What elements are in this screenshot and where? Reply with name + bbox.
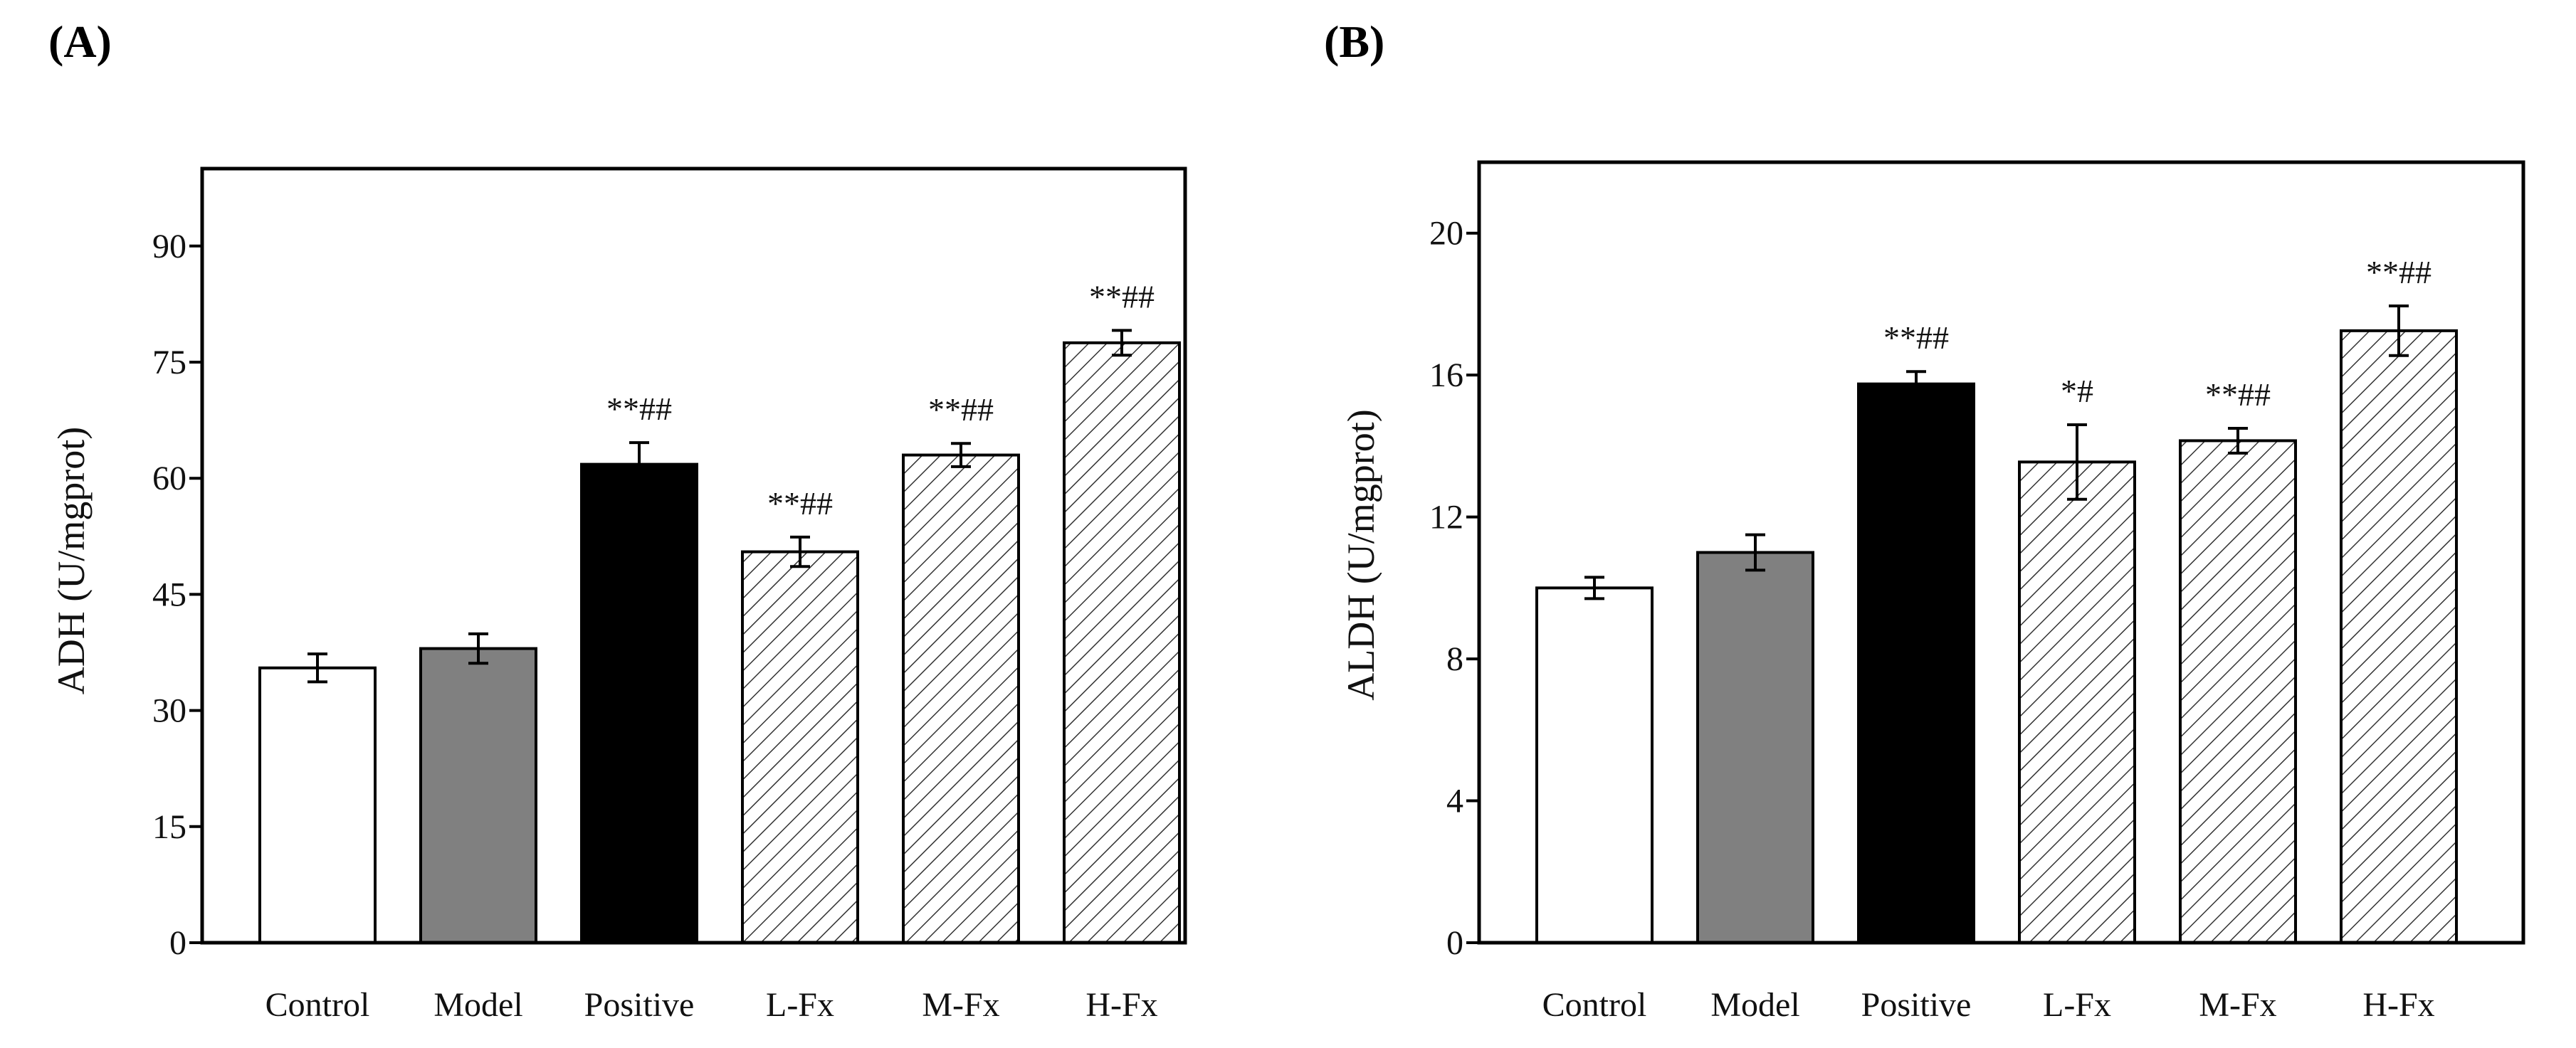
significance-a-h-fx: **##: [1089, 278, 1155, 314]
error-bar-a-positive: [629, 441, 649, 488]
annotations-a: **## **## **## **##: [606, 278, 1155, 521]
x-tick-label-b: H-Fx: [2362, 986, 2434, 1024]
x-tick-label-b: Positive: [1861, 986, 1972, 1024]
y-tick-label-b: 20: [1429, 215, 1463, 253]
significance-a-m-fx: **##: [928, 391, 994, 428]
error-bar-b-m-fx: [2228, 426, 2248, 455]
bar-b-model: [1696, 551, 1814, 944]
x-tick-labels-b: Control Model Positive L-Fx M-Fx H-Fx: [1542, 986, 2435, 1024]
error-bar-a-l-fx: [790, 535, 810, 568]
significance-b-m-fx: **##: [2205, 376, 2271, 413]
y-tick-label-b: 8: [1446, 640, 1463, 678]
significance-a-l-fx: **##: [767, 485, 833, 522]
y-tick-label-b: 0: [1446, 924, 1463, 962]
bar-b-control: [1535, 586, 1654, 944]
error-bar-b-model: [1745, 533, 1765, 572]
y-tick-label-b: 4: [1446, 783, 1463, 820]
y-tick-label-a: 15: [152, 808, 186, 846]
y-tick-label-a: 30: [152, 692, 186, 730]
plot-frame-b: [1477, 160, 2525, 945]
annotations-b: **## *# **## **##: [1883, 254, 2432, 413]
bar-b-m-fx: [2179, 439, 2297, 944]
error-bar-b-h-fx: [2389, 304, 2409, 357]
x-tick-label-a: Model: [433, 986, 522, 1024]
x-tick-label-a: M-Fx: [922, 986, 999, 1024]
error-bar-b-control: [1584, 576, 1604, 600]
x-tick-label-a: H-Fx: [1085, 986, 1157, 1024]
significance-b-h-fx: **##: [2366, 254, 2432, 290]
bar-a-model: [419, 647, 537, 944]
bar-a-h-fx: [1063, 341, 1181, 944]
y-tick-label-b: 16: [1429, 356, 1463, 394]
bars-a: [258, 341, 1181, 944]
error-bar-a-h-fx: [1112, 329, 1132, 357]
error-bar-b-l-fx: [2067, 423, 2087, 501]
y-ticks-a: 0 15 30 45 60 75 90: [152, 228, 202, 962]
x-tick-label-a: Control: [266, 986, 370, 1024]
bar-b-h-fx: [2340, 329, 2458, 944]
y-tick-label-a: 60: [152, 460, 186, 497]
error-bar-a-model: [468, 632, 488, 665]
bars-b: [1535, 329, 2458, 944]
error-bar-a-m-fx: [951, 442, 971, 468]
plot-frame-a: [200, 166, 1187, 945]
bar-a-m-fx: [902, 453, 1020, 944]
bar-a-l-fx: [741, 550, 859, 944]
x-tick-label-b: Control: [1542, 986, 1647, 1024]
error-bar-a-control: [307, 652, 327, 684]
x-tick-labels-a: Control Model Positive L-Fx M-Fx H-Fx: [266, 986, 1158, 1024]
significance-a-positive: **##: [606, 391, 672, 427]
panel-label-a: (A): [48, 16, 112, 67]
y-axis-label-a: ADH (U/mgprot): [50, 427, 93, 694]
significance-b-l-fx: *#: [2061, 373, 2093, 409]
bar-b-l-fx: [2018, 460, 2136, 944]
bar-a-control: [258, 666, 377, 944]
x-tick-label-b: M-Fx: [2199, 986, 2276, 1024]
error-bars-a: [307, 329, 1132, 684]
x-tick-label-a: Positive: [584, 986, 695, 1024]
significance-b-positive: **##: [1883, 319, 1949, 356]
bar-b-positive: [1857, 382, 1975, 944]
y-tick-label-a: 0: [169, 924, 186, 962]
bar-a-positive: [580, 462, 698, 944]
y-tick-label-a: 75: [152, 344, 186, 381]
y-axis-label-b: ALDH (U/mgprot): [1340, 409, 1382, 700]
y-tick-label-a: 45: [152, 576, 186, 613]
panel-label-b: (B): [1324, 16, 1384, 67]
x-tick-label-b: Model: [1710, 986, 1799, 1024]
y-tick-label-a: 90: [152, 228, 186, 265]
error-bars-b: [1584, 304, 2409, 600]
y-tick-label-b: 12: [1429, 499, 1463, 536]
x-tick-label-b: L-Fx: [2043, 986, 2111, 1024]
error-bar-b-positive: [1906, 370, 1926, 398]
x-tick-label-a: L-Fx: [766, 986, 834, 1024]
y-ticks-b: 0 4 8 12 16 20: [1429, 215, 1479, 962]
